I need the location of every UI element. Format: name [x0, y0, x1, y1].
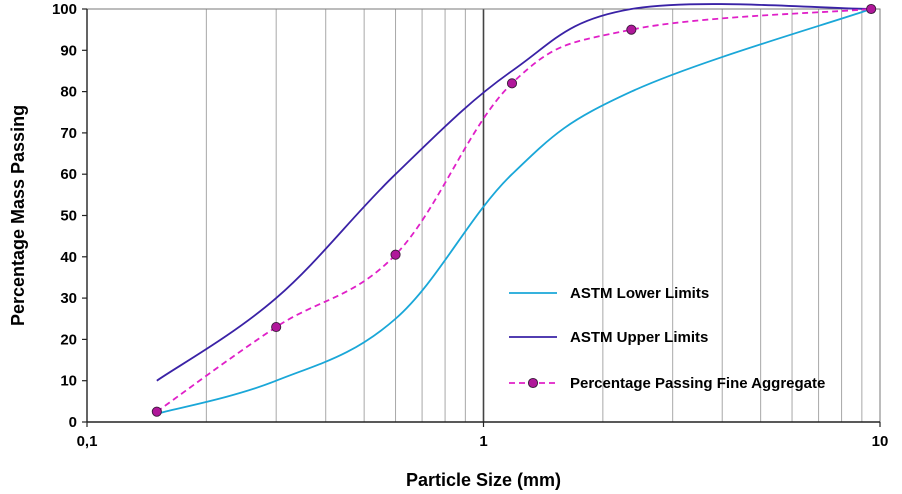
- y-tick-label: 40: [60, 249, 77, 266]
- y-tick-label: 100: [52, 1, 77, 18]
- data-point: [390, 249, 401, 260]
- y-tick-label: 30: [60, 290, 77, 307]
- x-tick-label: 0,1: [77, 433, 98, 450]
- y-tick-label: 70: [60, 125, 77, 142]
- x-tick-label: 1: [479, 433, 487, 450]
- y-tick-label: 20: [60, 331, 77, 348]
- data-point: [271, 321, 282, 333]
- data-point: [626, 24, 637, 35]
- y-axis-title: Percentage Mass Passing: [8, 105, 28, 326]
- y-tick-label: 80: [60, 84, 77, 101]
- x-axis-title: Particle Size (mm): [406, 470, 561, 490]
- y-tick-label: 60: [60, 166, 77, 183]
- y-tick-label: 0: [69, 414, 77, 431]
- y-tick-labels: 0 10 20 30 40 50 60 70 80 90 100: [52, 1, 77, 431]
- x-tick-labels: 0,1 1 10: [77, 433, 889, 450]
- legend: ASTM Lower Limits ASTM Upper Limits Percen…: [509, 285, 825, 392]
- plot-frame: [82, 8, 881, 427]
- data-point: [506, 78, 518, 89]
- series-line-2: [156, 3, 872, 382]
- x-tick-label: 10: [872, 433, 889, 450]
- data-point: [151, 406, 162, 417]
- series-group: [151, 3, 877, 417]
- legend-label: ASTM Upper Limits: [570, 329, 708, 346]
- legend-marker: [527, 377, 539, 389]
- y-tick-label: 10: [60, 373, 77, 390]
- data-point: [866, 3, 877, 15]
- y-tick-label: 50: [60, 208, 77, 225]
- y-tick-label: 90: [60, 42, 77, 59]
- legend-label: ASTM Lower Limits: [570, 285, 709, 302]
- legend-label: Percentage Passing Fine Aggregate: [570, 375, 825, 392]
- series-line-3: [156, 8, 872, 413]
- series-line-1: [156, 8, 872, 415]
- gridlines: [205, 9, 863, 422]
